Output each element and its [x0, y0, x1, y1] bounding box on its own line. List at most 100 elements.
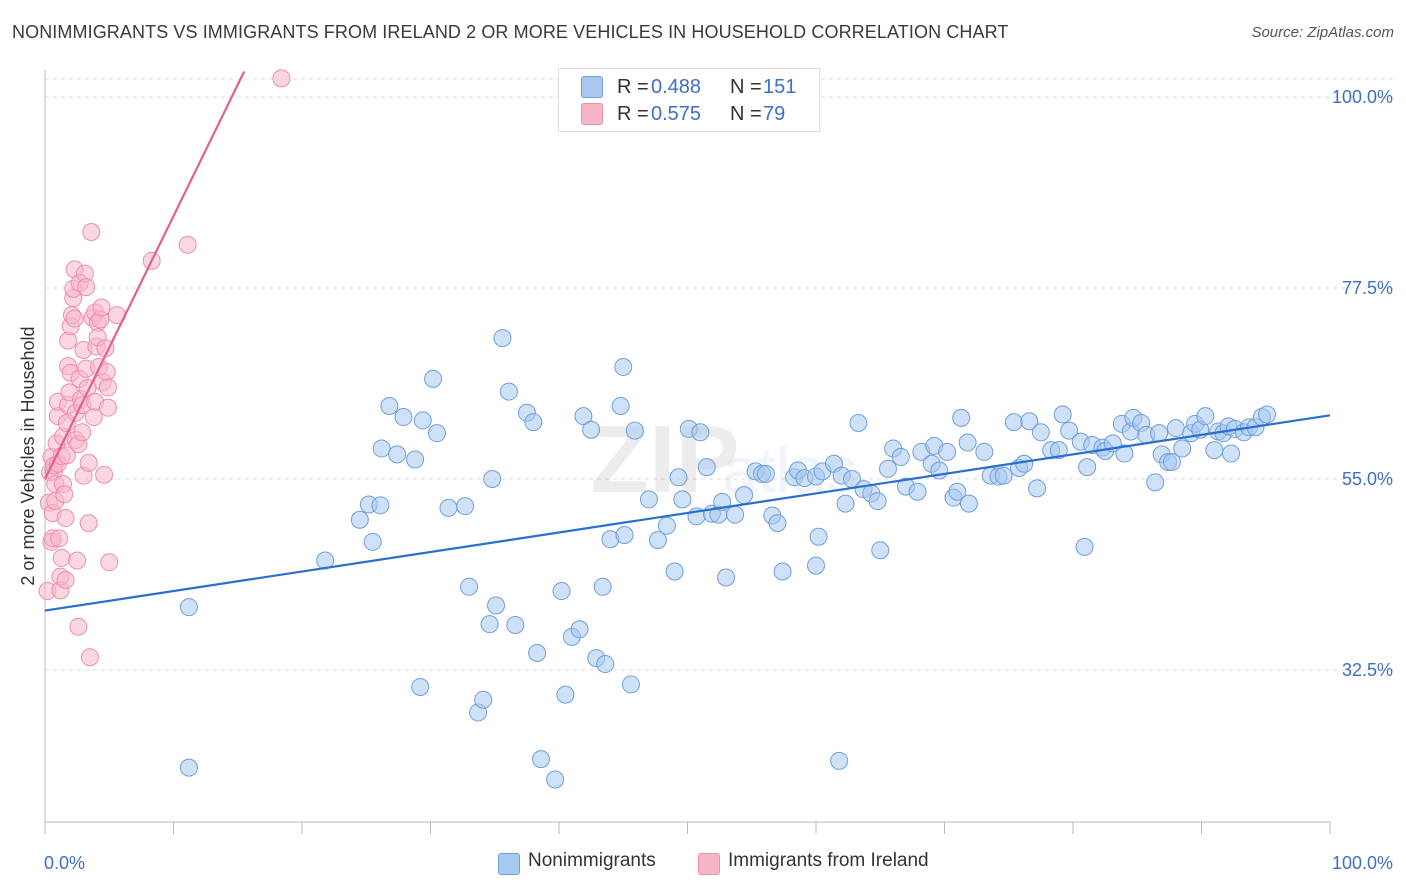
legend-r-value: 0.575	[651, 102, 702, 125]
immigrant-ireland-point	[82, 222, 101, 241]
immigrant-ireland-point	[98, 398, 117, 417]
nonimmigrant-point	[413, 411, 432, 430]
nonimmigrant-point	[948, 482, 967, 501]
x-tick-label-max: 100.0%	[1332, 853, 1393, 873]
nonimmigrant-point	[994, 466, 1013, 485]
immigrants-ireland-points	[38, 69, 291, 667]
nonimmigrant-point	[1146, 473, 1165, 492]
nonimmigrant-point	[363, 532, 382, 551]
legend-n-label: N =	[730, 102, 762, 125]
y-tick-label: 77.5%	[1342, 278, 1393, 298]
nonimmigrant-point	[726, 505, 745, 524]
nonimmigrant-point	[593, 577, 612, 596]
nonimmigrant-point	[1053, 405, 1072, 424]
y-tick-labels: 100.0% 77.5% 55.0% 32.5%	[1332, 87, 1393, 680]
nonimmigrant-point	[621, 675, 640, 694]
nonimmigrant-point	[958, 433, 977, 452]
nonimmigrant-point	[665, 562, 684, 581]
nonimmigrant-point	[1004, 413, 1023, 432]
nonimmigrant-point	[648, 531, 667, 550]
nonimmigrant-point	[673, 490, 692, 509]
x-tick-label-min: 0.0%	[44, 853, 85, 873]
immigrant-ireland-point	[79, 514, 98, 533]
nonimmigrant-point	[952, 408, 971, 427]
y-axis-title: 2 or more Vehicles in Household	[18, 326, 38, 585]
nonimmigrant-point	[611, 396, 630, 415]
nonimmigrant-point	[639, 490, 658, 509]
immigrant-ireland-point	[65, 309, 84, 328]
immigrant-ireland-point	[95, 465, 114, 484]
nonimmigrant-point	[574, 407, 593, 426]
nonimmigrant-point	[570, 620, 589, 639]
nonimmigrant-point	[1205, 441, 1224, 460]
nonimmigrant-point	[807, 556, 825, 575]
nonimmigrant-point	[582, 420, 601, 439]
nonimmigrant-point	[179, 598, 198, 617]
nonimmigrant-point	[836, 494, 855, 513]
chart-title: NONIMMIGRANTS VS IMMIGRANTS FROM IRELAND…	[12, 22, 1009, 42]
immigrant-ireland-point	[178, 235, 197, 254]
nonimmigrant-point	[380, 396, 399, 415]
legend-r-label: R =	[617, 102, 649, 125]
nonimmigrant-point	[528, 644, 547, 663]
immigrant-ireland-point	[56, 509, 75, 528]
nonimmigrant-point	[615, 526, 634, 545]
nonimmigrant-point	[1166, 419, 1185, 438]
legend-n-value: 151	[763, 75, 797, 98]
legend-r-label: R =	[617, 75, 649, 98]
nonimmigrant-point	[614, 357, 633, 376]
nonimmigrant-point	[350, 510, 369, 529]
immigrant-ireland-point	[80, 648, 99, 667]
nonimmigrant-point	[1028, 479, 1047, 498]
immigrant-ireland-point	[50, 529, 69, 548]
nonimmigrant-point	[1222, 444, 1241, 463]
immigrant-ireland-point	[55, 485, 74, 504]
nonimmigrant-point	[388, 445, 407, 464]
nonimmigrant-point	[427, 424, 446, 443]
trend-lines	[44, 71, 1331, 612]
nonimmigrant-point	[773, 562, 792, 581]
legend-swatch-blue	[581, 76, 603, 98]
nonimmigrant-point	[1162, 453, 1181, 472]
nonimmigrant-point	[1173, 439, 1192, 458]
nonimmigrant-point	[524, 413, 543, 432]
nonimmigrant-point	[532, 750, 551, 769]
legend-r-value: 0.488	[651, 75, 702, 98]
nonimmigrant-point	[483, 470, 502, 488]
legend-n-label: N =	[730, 75, 762, 98]
nonimmigrant-point	[1075, 537, 1094, 556]
nonimmigrant-point	[406, 450, 425, 469]
nonimmigrant-point	[735, 486, 754, 505]
bottom-legend-label: Immigrants from Ireland	[728, 850, 929, 871]
nonimmigrant-point	[849, 413, 868, 432]
nonimmigrant-point	[871, 541, 890, 560]
nonimmigrant-point	[625, 421, 644, 440]
axes	[44, 70, 1331, 834]
y-tick-label: 100.0%	[1332, 87, 1393, 107]
nonimmigrant-point	[908, 482, 927, 501]
nonimmigrant-point	[1258, 405, 1277, 424]
nonimmigrant-point	[1078, 458, 1097, 477]
nonimmigrant-point	[556, 685, 575, 704]
nonimmigrant-point	[394, 408, 413, 427]
nonimmigrant-point	[891, 447, 910, 466]
nonimmigrant-point	[487, 596, 506, 615]
immigrant-ireland-point	[77, 278, 96, 297]
nonimmigrant-point	[493, 329, 512, 348]
nonimmigrant-point	[474, 690, 493, 709]
immigrant-ireland-point	[98, 378, 117, 397]
nonimmigrant-point	[1196, 407, 1215, 426]
nonimmigrant-point	[480, 615, 499, 634]
nonimmigrant-point	[1060, 421, 1079, 440]
nonimmigrant-point	[506, 616, 525, 635]
bottom-legend-label: Nonimmigrants	[528, 850, 656, 871]
y-tick-label: 55.0%	[1342, 469, 1393, 489]
nonimmigrant-point	[959, 494, 978, 513]
nonimmigrant-point	[411, 677, 430, 696]
nonimmigrant-point	[179, 758, 198, 777]
nonimmigrant-point	[691, 423, 710, 442]
correlation-legend: R = 0.488 N = 151 R = 0.575 N = 79	[558, 68, 820, 132]
watermark: ZIP	[590, 406, 739, 513]
nonimmigrant-point	[1020, 412, 1039, 431]
